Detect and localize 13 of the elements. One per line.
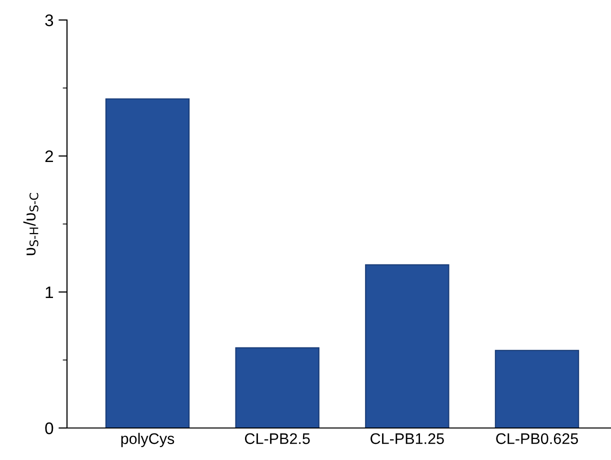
bar (494, 350, 580, 428)
x-tick-label: polyCys (121, 432, 174, 448)
y-tick-label: 0 (45, 422, 54, 434)
x-tick-label: CL-PB1.25 (370, 433, 444, 444)
bar (105, 98, 190, 428)
x-tick-label: CL-PB2.5 (244, 433, 310, 444)
bar (235, 347, 320, 428)
y-tick-label: 2 (45, 150, 53, 162)
x-tick-label: CL-PB0.625 (496, 433, 578, 444)
y-axis-title: υ$_{S-H}$/υ$_{S-C}$ (23, 193, 38, 256)
y-tick-label: 3 (45, 14, 54, 26)
y-tick-label: 1 (46, 286, 53, 298)
bar (365, 264, 450, 428)
